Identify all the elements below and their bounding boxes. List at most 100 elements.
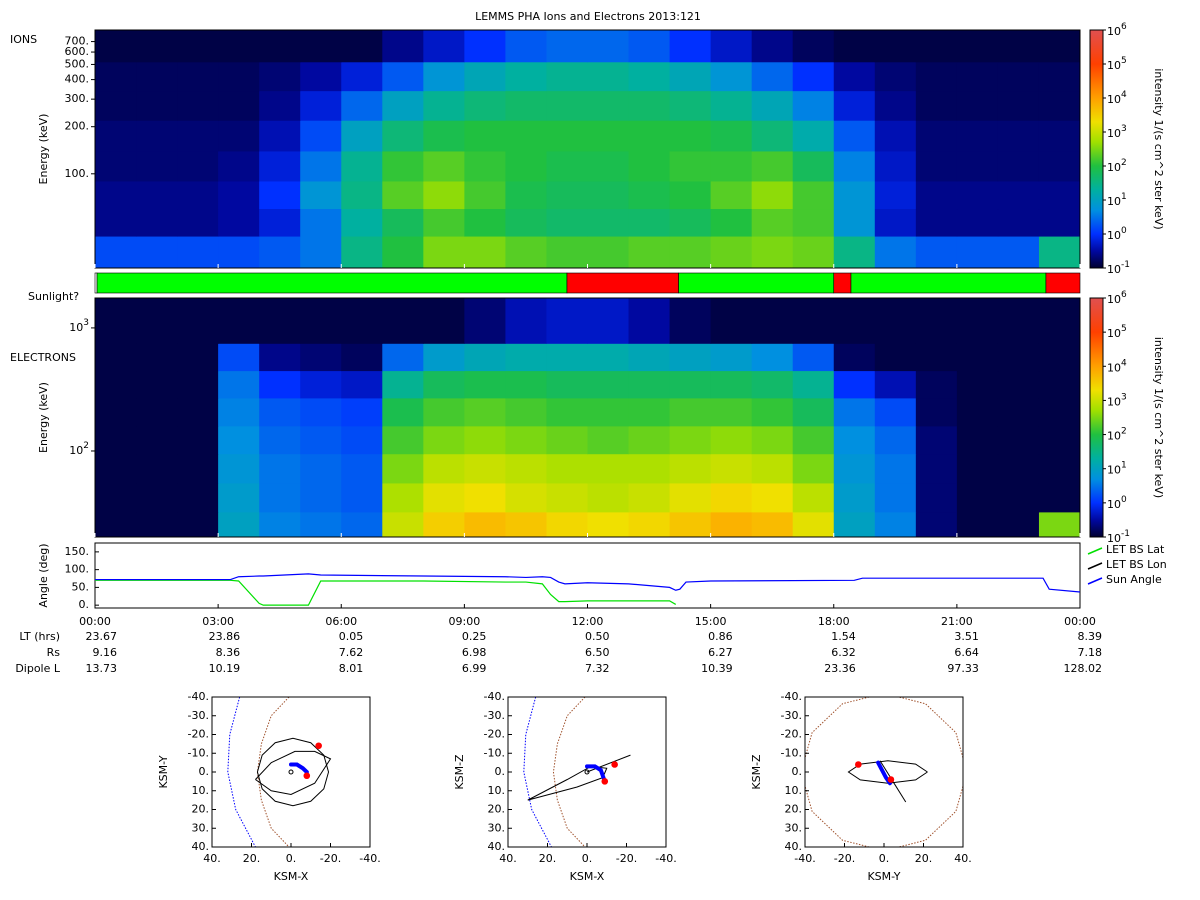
colorbar-tick-label: 105 (1107, 324, 1127, 341)
heatmap-cell (587, 343, 630, 372)
heatmap-cell (956, 343, 999, 372)
heatmap-cell (423, 425, 465, 455)
heatmap-cell (997, 370, 1040, 399)
sunlight-segment (833, 272, 852, 294)
heatmap-cell (300, 120, 342, 152)
x-tick-label: 00:00 (1064, 615, 1096, 628)
y-tick-label: 50. (72, 580, 90, 593)
heatmap-cell (751, 90, 794, 121)
heatmap-cell (218, 298, 260, 344)
heatmap-cell (669, 343, 712, 372)
heatmap-cell (136, 298, 178, 344)
colorbar-title: intensity 1/(s cm^2 ster keV) (1152, 337, 1165, 498)
heatmap-cell (997, 61, 1040, 92)
heatmap-cell (505, 61, 547, 92)
heatmap-cell (341, 150, 383, 182)
heatmap-cell (792, 397, 835, 427)
heatmap-cell (874, 30, 917, 63)
heatmap-cell (382, 90, 424, 121)
heatmap-cell (464, 90, 506, 121)
heatmap-cell (259, 236, 301, 269)
heatmap-cell (956, 236, 999, 269)
heatmap-cell (423, 150, 465, 182)
position-marker (887, 776, 895, 783)
heatmap-cell (587, 453, 630, 484)
heatmap-cell (587, 482, 630, 513)
heatmap-cell (546, 61, 588, 92)
y-tick-label: -40. (781, 690, 802, 703)
heatmap-cell (1038, 397, 1081, 427)
heatmap-cell (956, 397, 999, 427)
heatmap-cell (505, 370, 547, 399)
heatmap-cell (382, 511, 424, 538)
heatmap-cell (587, 370, 630, 399)
y-tick-label: 10. (192, 784, 210, 797)
heatmap-cell (95, 298, 137, 344)
heatmap-cell (259, 425, 301, 455)
heatmap-cell (874, 208, 917, 237)
heatmap-cell (423, 208, 465, 237)
heatmap-cell (95, 90, 137, 121)
heatmap-cell (874, 425, 917, 455)
heatmap-cell (259, 30, 301, 63)
heatmap-cell (177, 425, 219, 455)
heatmap-cell (259, 511, 301, 538)
orbit-path (847, 760, 928, 784)
heatmap-cell (874, 482, 917, 513)
heatmap-cell (259, 482, 301, 513)
position-marker (303, 772, 311, 780)
heatmap-cell (915, 511, 958, 538)
heatmap-cell (423, 482, 465, 513)
heatmap-cell (259, 343, 301, 372)
heatmap-cell (956, 90, 999, 121)
heatmap-cell (874, 120, 917, 152)
row-value: 0.05 (339, 630, 364, 643)
heatmap-cell (751, 180, 794, 210)
heatmap-cell (259, 453, 301, 484)
y-tick-label: -30. (781, 709, 802, 722)
heatmap-cell (464, 180, 506, 210)
heatmap-cell (792, 208, 835, 237)
heatmap-cell (259, 120, 301, 152)
y-tick-label: 150. (65, 545, 90, 558)
x-tick-label: -20. (320, 852, 341, 865)
heatmap-cell (464, 298, 506, 344)
heatmap-cell (300, 30, 342, 63)
heatmap-cell (669, 90, 712, 121)
position-marker (855, 761, 862, 768)
heatmap-cell (792, 298, 835, 344)
heatmap-cell (710, 30, 753, 63)
heatmap-cell (874, 343, 917, 372)
heatmap-cell (546, 208, 588, 237)
heatmap-cell (382, 343, 424, 372)
heatmap-cell (136, 61, 178, 92)
heatmap-cell (95, 343, 137, 372)
heatmap-cell (505, 150, 547, 182)
heatmap-cell (177, 370, 219, 399)
heatmap-cell (382, 30, 424, 63)
heatmap-cell (546, 511, 588, 538)
row-value: 0.86 (708, 630, 733, 643)
heatmap-cell (997, 30, 1040, 63)
heatmap-cell (587, 120, 630, 152)
heatmap-cell (874, 397, 917, 427)
heatmap-cell (505, 90, 547, 121)
heatmap-cell (177, 453, 219, 484)
x-tick-label: 20. (915, 852, 933, 865)
x-tick-label: 40. (499, 852, 517, 865)
row-value: 8.01 (339, 662, 364, 675)
y-tick-label: 400. (65, 73, 90, 86)
heatmap-cell (177, 482, 219, 513)
heatmap-cell (751, 30, 794, 63)
heatmap-cell (177, 208, 219, 237)
row-value: 6.32 (831, 646, 856, 659)
x-tick-label: 03:00 (202, 615, 234, 628)
heatmap-cell (956, 150, 999, 182)
heatmap-cell (833, 120, 876, 152)
heatmap-cell (833, 370, 876, 399)
boundary (227, 697, 256, 847)
heatmap-cell (546, 90, 588, 121)
x-tick-label: 15:00 (695, 615, 727, 628)
heatmap-cell (628, 343, 671, 372)
heatmap-cell (505, 343, 547, 372)
